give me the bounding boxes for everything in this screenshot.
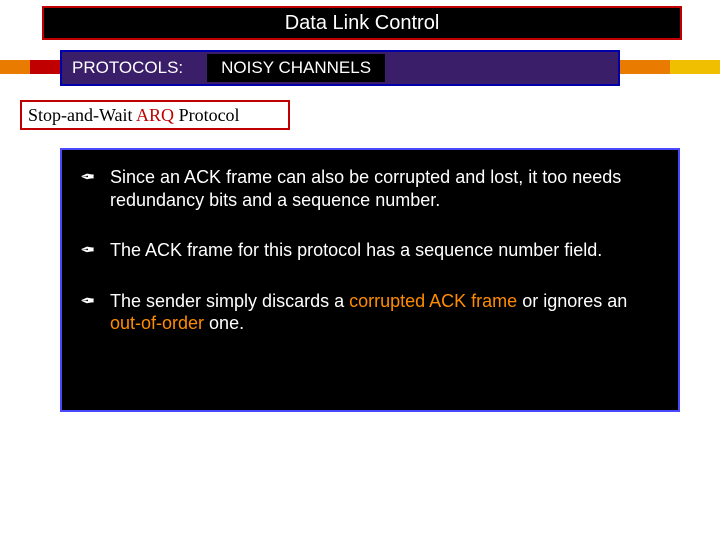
section-title: Stop-and-Wait ARQ Protocol	[28, 105, 240, 126]
section-title-box: Stop-and-Wait ARQ Protocol	[20, 100, 290, 130]
bullet-item: The ACK frame for this protocol has a se…	[80, 239, 660, 262]
section-highlight: ARQ	[136, 105, 174, 125]
bullet-text: Since an ACK frame can also be corrupted…	[110, 167, 621, 210]
accent-block	[30, 60, 60, 74]
bullet-item: Since an ACK frame can also be corrupted…	[80, 166, 660, 211]
accent-right	[620, 60, 720, 74]
accent-block	[620, 60, 670, 74]
bullet-item: The sender simply discards a corrupted A…	[80, 290, 660, 335]
section-prefix: Stop-and-Wait	[28, 105, 136, 125]
section-suffix: Protocol	[174, 105, 240, 125]
content-panel: Since an ACK frame can also be corrupted…	[60, 148, 680, 412]
accent-block	[0, 60, 30, 74]
bullet-highlight: out-of-order	[110, 313, 204, 333]
noisy-channels-pill: NOISY CHANNELS	[207, 54, 385, 82]
protocols-label: PROTOCOLS:	[72, 58, 183, 78]
bullet-list: Since an ACK frame can also be corrupted…	[80, 166, 660, 335]
subtitle-bar: PROTOCOLS: NOISY CHANNELS	[60, 50, 620, 86]
accent-block	[670, 60, 720, 74]
bullet-text: The ACK frame for this protocol has a se…	[110, 240, 602, 260]
title-text: Data Link Control	[285, 12, 440, 35]
bullet-highlight: corrupted ACK frame	[349, 291, 517, 311]
bullet-text: The sender simply discards a	[110, 291, 349, 311]
accent-left	[0, 60, 60, 74]
bullet-text: one.	[204, 313, 244, 333]
title-bar: Data Link Control	[42, 6, 682, 40]
bullet-text: or ignores an	[517, 291, 627, 311]
